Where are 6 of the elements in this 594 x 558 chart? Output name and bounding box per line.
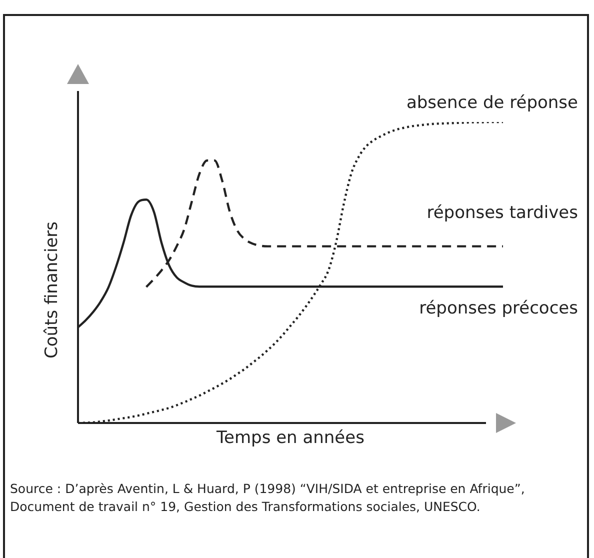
series-label: réponses tardives <box>426 203 578 224</box>
series-label: absence de réponse <box>406 92 578 113</box>
y-axis-title: Coûts financiers <box>42 221 62 359</box>
series-label: réponses précoces <box>419 298 578 319</box>
x-axis-title: Temps en années <box>216 428 366 448</box>
source-note: Source : D’après Aventin, L & Huard, P (1998) “VIH/SIDA et entreprise en Afrique”, Document de travail n° 19, Gestion des Transformations sociales, UNESCO. <box>10 480 526 516</box>
